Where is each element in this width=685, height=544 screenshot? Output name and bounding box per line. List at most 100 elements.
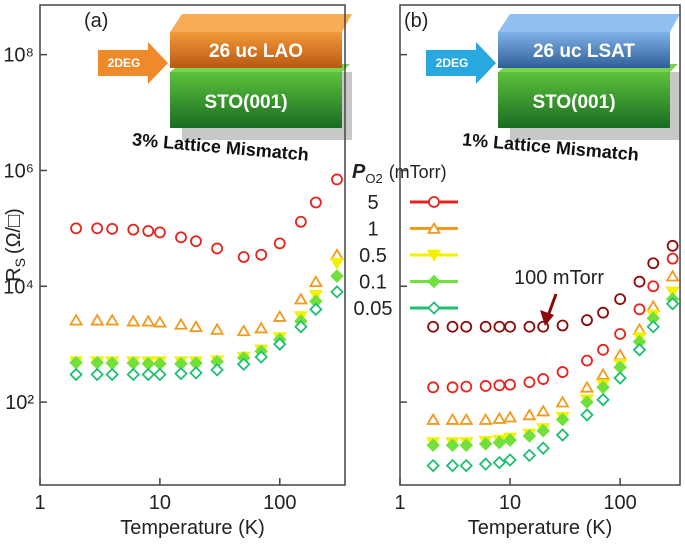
- annotation: 100 mTorr: [514, 267, 604, 289]
- arrow-label: 2DEG: [108, 56, 141, 70]
- marker: [426, 458, 440, 473]
- legend-label: 0.5: [359, 245, 387, 267]
- marker: [445, 458, 460, 473]
- marker: [478, 457, 493, 471]
- marker: [613, 348, 628, 361]
- marker: [647, 280, 660, 293]
- marker: [446, 320, 459, 333]
- marker: [428, 196, 440, 208]
- arrow-label: 2DEG: [436, 56, 469, 70]
- annotation-arrow: [546, 293, 558, 317]
- x-tick-label: 1: [34, 492, 45, 514]
- marker: [426, 249, 442, 262]
- marker: [426, 221, 442, 234]
- annotation-arrowhead: [540, 310, 554, 326]
- x-axis-label: Temperature (K): [120, 517, 265, 539]
- x-tick-label: 10: [499, 492, 521, 514]
- plot-frame: [399, 4, 681, 486]
- marker: [502, 410, 518, 423]
- marker: [427, 320, 440, 333]
- marker: [536, 441, 550, 455]
- marker: [478, 437, 493, 451]
- marker: [633, 303, 646, 316]
- inset-b: 2DEG 26 uc LSAT STO(001) 1% Lattice Mism…: [404, 10, 680, 165]
- marker: [427, 381, 440, 394]
- marker: [255, 248, 268, 261]
- arrow: [98, 42, 168, 84]
- marker: [523, 320, 536, 333]
- legend-title-p: P: [352, 161, 366, 183]
- marker: [127, 223, 140, 236]
- marker: [504, 320, 516, 333]
- marker: [105, 313, 120, 326]
- marker: [272, 309, 287, 322]
- y-tick-label: 10⁸: [3, 45, 34, 67]
- marker: [460, 380, 473, 393]
- substrate-block: [170, 72, 342, 128]
- marker: [106, 222, 119, 235]
- marker: [536, 404, 551, 417]
- marker: [556, 366, 569, 378]
- marker: [522, 429, 537, 443]
- marker: [309, 196, 322, 209]
- x-tick-label: 100: [603, 492, 636, 514]
- marker: [445, 438, 460, 452]
- marker: [153, 367, 167, 382]
- marker: [175, 231, 187, 244]
- marker: [523, 376, 536, 389]
- marker: [329, 248, 345, 261]
- marker: [459, 458, 474, 473]
- marker: [537, 373, 550, 385]
- marker: [126, 314, 141, 327]
- marker: [596, 380, 610, 395]
- marker: [294, 215, 307, 228]
- marker: [666, 239, 679, 252]
- marker: [173, 317, 189, 330]
- marker: [493, 320, 506, 333]
- marker: [293, 292, 308, 305]
- legend-label: 1: [367, 219, 378, 241]
- layer-block: [170, 32, 342, 68]
- legend-title-unit: (mTorr): [389, 162, 447, 182]
- y-tick-label: 10⁴: [3, 276, 34, 298]
- marker: [665, 296, 680, 311]
- marker: [330, 269, 344, 283]
- marker: [237, 251, 250, 263]
- marker: [503, 453, 517, 467]
- marker: [478, 412, 493, 425]
- y-tick-label: 10⁶: [4, 160, 34, 182]
- marker: [70, 222, 82, 235]
- marker: [105, 367, 119, 382]
- x-tick-label: 100: [263, 492, 296, 514]
- marker: [254, 321, 269, 334]
- y-tick-label: 10²: [5, 392, 34, 414]
- marker: [666, 252, 679, 265]
- marker: [211, 242, 223, 255]
- marker: [614, 328, 627, 340]
- marker: [91, 222, 104, 235]
- marker: [141, 367, 156, 382]
- marker: [445, 412, 460, 425]
- marker: [595, 367, 611, 380]
- y-axis-label: RS (Ω/□): [3, 208, 28, 282]
- marker: [613, 371, 627, 385]
- marker: [189, 366, 203, 380]
- x-axis-label: Temperature (K): [468, 517, 613, 539]
- marker: [492, 455, 507, 470]
- marker: [308, 274, 323, 287]
- x-tick-label: 1: [394, 492, 405, 514]
- marker: [90, 367, 104, 382]
- marker: [581, 314, 593, 327]
- substrate-block: [498, 72, 670, 128]
- marker: [459, 412, 474, 425]
- marker: [294, 319, 308, 334]
- marker: [459, 438, 474, 452]
- marker: [141, 314, 156, 327]
- marker: [236, 357, 251, 372]
- marker: [426, 412, 441, 425]
- marker: [597, 343, 609, 356]
- marker: [555, 428, 570, 442]
- marker: [632, 343, 647, 357]
- marker: [273, 237, 286, 250]
- marker: [210, 322, 225, 335]
